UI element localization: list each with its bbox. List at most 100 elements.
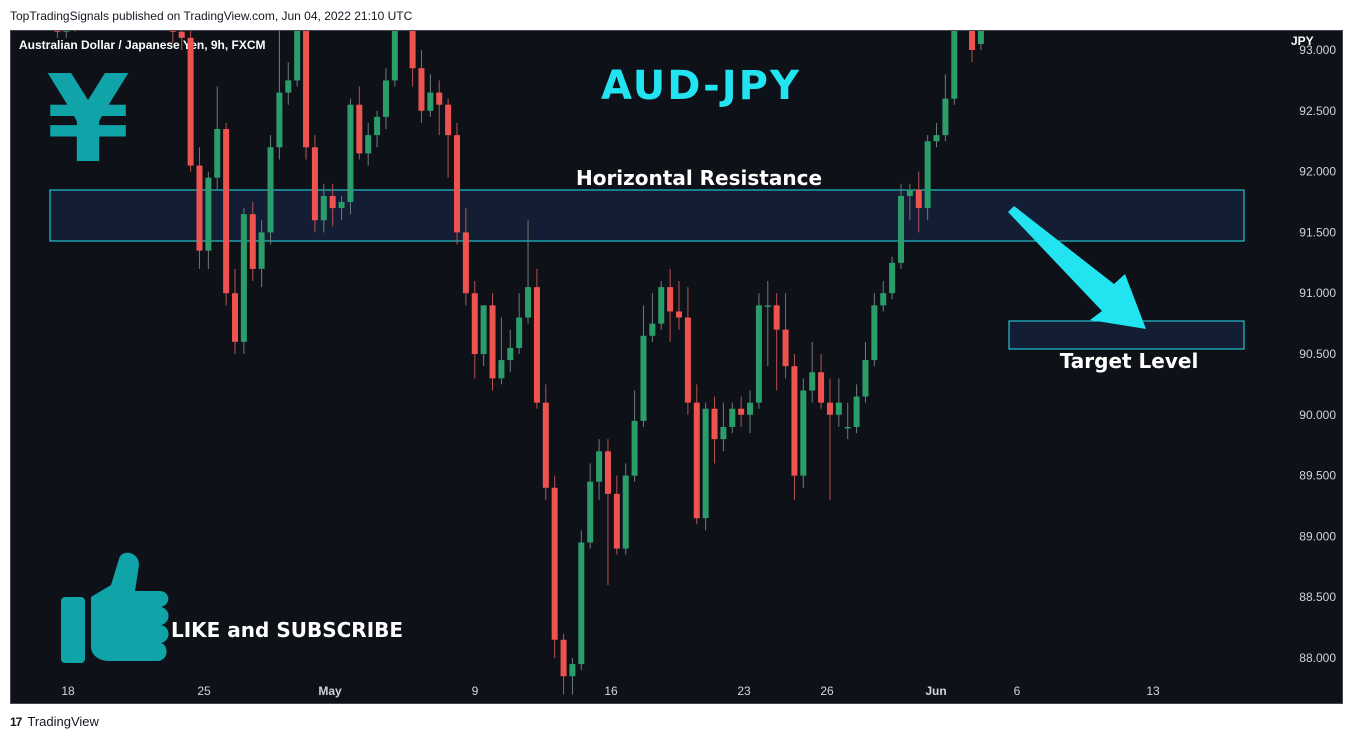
candle (445, 104, 452, 136)
candle (303, 31, 310, 148)
time-tick-label: 25 (197, 684, 211, 698)
candle (54, 31, 61, 32)
candle (196, 165, 203, 251)
candle (498, 360, 505, 379)
price-tick-label: 93.000 (1299, 43, 1336, 57)
candle (684, 317, 691, 403)
candle (551, 487, 558, 640)
candle (693, 402, 700, 519)
footer-brand[interactable]: TradingView (27, 714, 99, 729)
candle (782, 329, 789, 367)
candle (427, 92, 434, 111)
candle (169, 31, 176, 32)
time-axis[interactable]: 18 25 May 9 16 23 26 Jun 6 13 (61, 684, 1160, 698)
candle (285, 80, 292, 93)
price-tick-label: 90.000 (1299, 408, 1336, 422)
candle (933, 135, 940, 142)
candle (862, 360, 869, 397)
candle (542, 402, 549, 488)
time-tick-label: Jun (925, 684, 946, 698)
candle (818, 372, 825, 403)
candle (347, 104, 354, 202)
price-tick-label: 89.000 (1299, 529, 1336, 543)
candle (898, 195, 904, 263)
candle (826, 402, 833, 415)
price-tick-label: 92.000 (1299, 165, 1336, 179)
price-tick-label: 92.500 (1299, 104, 1336, 118)
candle (942, 98, 949, 136)
candle (356, 104, 363, 154)
candle (596, 451, 603, 482)
candle (187, 37, 194, 166)
price-tick-label: 88.000 (1299, 651, 1336, 665)
candle (880, 293, 887, 306)
candle (214, 129, 221, 178)
time-tick-label: 9 (472, 684, 479, 698)
down-arrow-icon[interactable] (1008, 206, 1146, 329)
candle (267, 147, 274, 233)
price-tick-label: 91.500 (1299, 225, 1336, 239)
candle (533, 287, 540, 403)
time-tick-label: 23 (737, 684, 751, 698)
tradingview-logo-icon: 17 (10, 714, 22, 729)
candle (738, 408, 745, 415)
candle (338, 202, 345, 209)
price-axis[interactable]: 97.50097.00096.50096.00095.50095.00094.5… (1299, 31, 1336, 665)
candle (702, 408, 709, 519)
candle (764, 305, 771, 307)
candle (311, 147, 318, 221)
candle (729, 408, 736, 427)
resistance-label: Horizontal Resistance (576, 166, 822, 190)
candle (915, 189, 922, 209)
candle (613, 493, 620, 549)
candle (969, 31, 976, 50)
candle (232, 293, 238, 342)
candle (223, 129, 230, 294)
candle (249, 214, 256, 269)
candle (471, 293, 478, 354)
time-tick-label: 26 (820, 684, 834, 698)
candle (667, 287, 674, 312)
candle (569, 664, 576, 677)
candle (622, 475, 629, 549)
candle (205, 177, 212, 251)
candle (977, 31, 984, 44)
time-tick-label: May (318, 684, 342, 698)
price-tick-label: 90.500 (1299, 347, 1336, 361)
candle (755, 305, 762, 403)
candle (240, 214, 247, 342)
candle (294, 31, 301, 81)
candle (924, 141, 931, 209)
chart-frame[interactable]: Australian Dollar / Japanese Yen, 9h, FX… (10, 30, 1343, 704)
candle (747, 402, 754, 415)
candle (525, 287, 532, 318)
candle (418, 68, 425, 111)
candle (871, 305, 878, 361)
candle (889, 262, 896, 294)
time-tick-label: 16 (604, 684, 618, 698)
candle (454, 135, 460, 233)
candle (276, 92, 283, 148)
candle (791, 366, 798, 476)
symbol-label: Australian Dollar / Japanese Yen, 9h, FX… (19, 38, 266, 52)
yen-icon: ¥ (46, 51, 130, 190)
candle (800, 390, 807, 476)
candle (374, 116, 381, 136)
candle (711, 408, 718, 440)
time-tick-label: 6 (1014, 684, 1021, 698)
candle (631, 420, 638, 476)
candle (578, 542, 585, 665)
candlestick-chart[interactable]: Australian Dollar / Japanese Yen, 9h, FX… (11, 31, 1342, 703)
candle (462, 232, 469, 294)
candle (773, 305, 780, 330)
candle (480, 305, 487, 354)
candle (853, 396, 860, 427)
candle (604, 451, 611, 494)
candle (906, 189, 913, 196)
candles-group (54, 31, 984, 695)
candle (720, 426, 727, 440)
candle (365, 135, 372, 154)
candle (489, 305, 496, 379)
cta-label: LIKE and SUBSCRIBE (171, 618, 403, 642)
candle (391, 31, 398, 81)
